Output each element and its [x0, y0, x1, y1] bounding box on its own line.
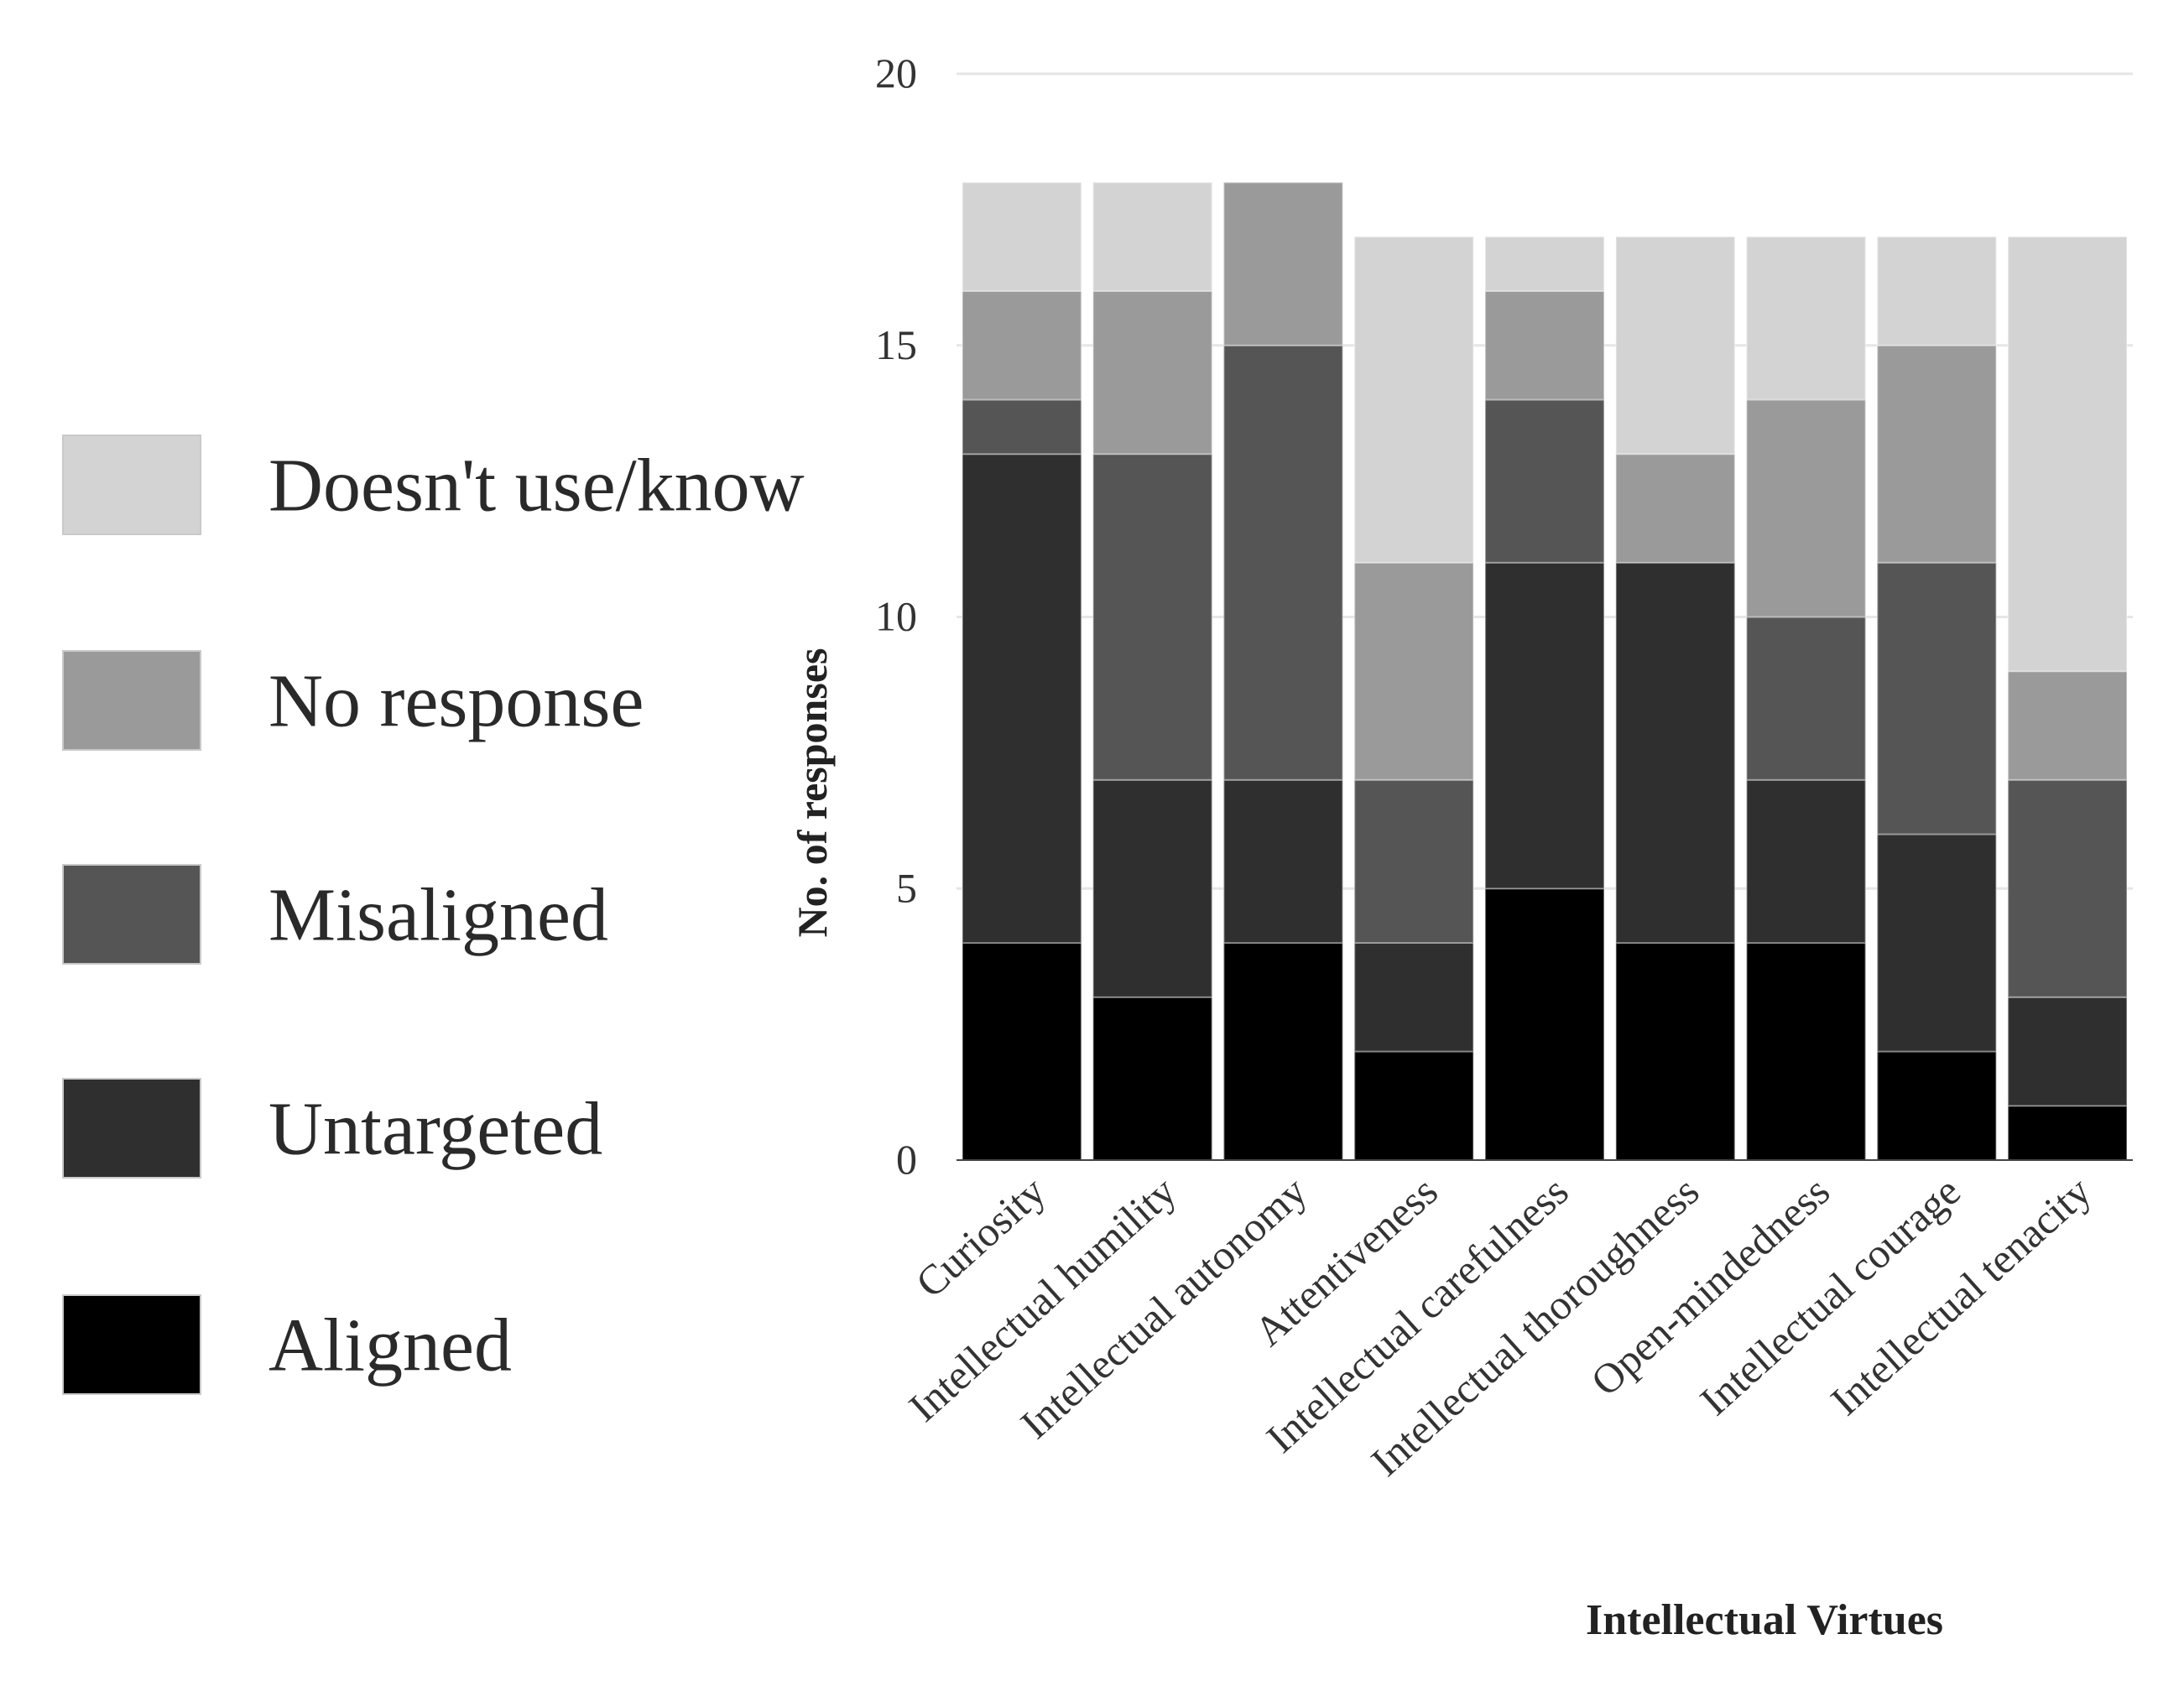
- bar-segment-misaligned-curiosity: [962, 398, 1082, 455]
- bar-segment-no-response-intellectual-thoroughness: [1614, 453, 1736, 564]
- bar-segment-untargeted-intellectual-carefulness: [1484, 561, 1605, 890]
- bar-segment-aligned-intellectual-thoroughness: [1614, 942, 1736, 1161]
- bar-segment-doesn-t-use-know-intellectual-carefulness: [1484, 236, 1605, 292]
- bar-segment-doesn-t-use-know-intellectual-humility: [1092, 181, 1213, 292]
- legend-label-no-response: No response: [268, 659, 644, 743]
- bar-segment-no-response-open-mindedness: [1745, 398, 1867, 618]
- bar-segment-misaligned-intellectual-tenacity: [2007, 778, 2128, 998]
- bar-segment-misaligned-open-mindedness: [1745, 616, 1867, 781]
- bars: [962, 181, 2128, 1161]
- bar-segment-aligned-intellectual-tenacity: [2007, 1105, 2128, 1161]
- bar-segment-misaligned-intellectual-carefulness: [1484, 398, 1605, 564]
- legend-item-untargeted: Untargeted: [62, 1078, 901, 1180]
- legend-label-misaligned: Misaligned: [268, 873, 608, 957]
- bar-segment-aligned-curiosity: [962, 942, 1082, 1161]
- bar-segment-aligned-intellectual-carefulness: [1484, 887, 1605, 1161]
- bar-segment-aligned-attentiveness: [1353, 1050, 1475, 1161]
- bar-segment-no-response-intellectual-humility: [1092, 290, 1213, 455]
- x-axis-label: Intellectual Virtues: [1586, 1596, 1943, 1644]
- legend-swatch-misaligned: [62, 864, 201, 965]
- bar-segment-doesn-t-use-know-intellectual-tenacity: [2007, 236, 2128, 673]
- bar-segment-untargeted-open-mindedness: [1745, 778, 1867, 944]
- bar-segment-no-response-intellectual-courage: [1876, 344, 1998, 564]
- bar-segment-doesn-t-use-know-curiosity: [962, 181, 1082, 292]
- legend-label-doesn-t-use-know: Doesn't use/know: [268, 444, 805, 528]
- legend-swatch-aligned: [62, 1294, 201, 1395]
- bar-segment-aligned-intellectual-courage: [1876, 1050, 1998, 1161]
- y-tick-label: 0: [896, 1136, 917, 1183]
- bar-segment-misaligned-attentiveness: [1353, 778, 1475, 944]
- bar-segment-doesn-t-use-know-attentiveness: [1353, 236, 1475, 564]
- bar-segment-untargeted-intellectual-humility: [1092, 778, 1213, 998]
- legend-item-aligned: Aligned: [62, 1294, 901, 1397]
- y-tick-label: 5: [896, 864, 917, 911]
- x-tick-label-open-mindedness: Open-mindedness: [1582, 1168, 1838, 1405]
- legend-item-no-response: No response: [62, 650, 901, 752]
- bar-segment-doesn-t-use-know-open-mindedness: [1745, 236, 1867, 401]
- legend-label-untargeted: Untargeted: [268, 1087, 603, 1171]
- bar-segment-misaligned-intellectual-humility: [1092, 453, 1213, 781]
- bar-segment-no-response-attentiveness: [1353, 561, 1475, 781]
- y-tick-labels: 0 5 10 15 20: [875, 49, 917, 1183]
- bar-segment-untargeted-curiosity: [962, 453, 1082, 944]
- bar-segment-untargeted-intellectual-courage: [1876, 833, 1998, 1053]
- bar-segment-doesn-t-use-know-intellectual-courage: [1876, 236, 1998, 346]
- y-tick-label: 20: [875, 49, 917, 96]
- legend-item-misaligned: Misaligned: [62, 864, 901, 966]
- bar-segment-misaligned-intellectual-autonomy: [1222, 344, 1344, 781]
- bar-segment-aligned-open-mindedness: [1745, 942, 1867, 1161]
- bar-segment-untargeted-intellectual-thoroughness: [1614, 561, 1736, 944]
- legend-swatch-no-response: [62, 650, 201, 751]
- bar-segment-untargeted-intellectual-autonomy: [1222, 778, 1344, 944]
- bar-segment-no-response-intellectual-autonomy: [1222, 181, 1344, 346]
- y-tick-label: 10: [875, 593, 917, 640]
- bar-segment-no-response-intellectual-carefulness: [1484, 290, 1605, 401]
- bar-segment-no-response-curiosity: [962, 290, 1082, 401]
- legend-label-aligned: Aligned: [268, 1304, 512, 1387]
- y-axis-label: No. of responses: [789, 648, 836, 938]
- legend-item-doesn-t-use-know: Doesn't use/know: [62, 435, 901, 537]
- bar-segment-no-response-intellectual-tenacity: [2007, 670, 2128, 781]
- bar-segment-aligned-intellectual-autonomy: [1222, 942, 1344, 1161]
- bar-segment-doesn-t-use-know-intellectual-thoroughness: [1614, 236, 1736, 455]
- legend-swatch-untargeted: [62, 1078, 201, 1179]
- bar-segment-aligned-intellectual-humility: [1092, 996, 1213, 1161]
- bar-segment-misaligned-intellectual-courage: [1876, 561, 1998, 835]
- bar-segment-untargeted-intellectual-tenacity: [2007, 996, 2128, 1107]
- legend-swatch-doesn-t-use-know: [62, 435, 201, 535]
- y-tick-label: 15: [875, 321, 917, 368]
- bar-segment-untargeted-attentiveness: [1353, 942, 1475, 1053]
